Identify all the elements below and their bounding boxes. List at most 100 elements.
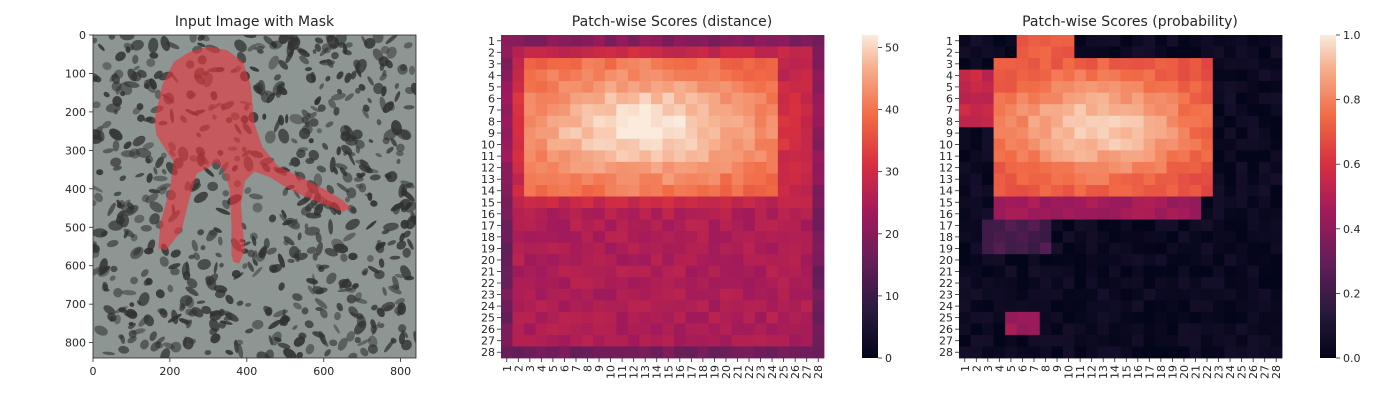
texture-spot xyxy=(148,37,159,53)
heatmap-cell xyxy=(1201,323,1214,336)
heatmap-cell xyxy=(1155,277,1168,290)
heatmap-cell xyxy=(1143,184,1156,197)
heatmap-cell xyxy=(650,46,663,59)
heatmap-cell xyxy=(512,196,525,209)
texture-spot xyxy=(376,119,382,126)
probability-row-labels: 1234567891011121314151617181920212223242… xyxy=(939,35,959,359)
heatmap-cell xyxy=(1005,104,1018,117)
heatmap-cell xyxy=(593,208,606,220)
heatmap-cell xyxy=(570,231,583,244)
heatmap-cell xyxy=(982,115,995,128)
heatmap-cell xyxy=(604,115,617,128)
heatmap-cell xyxy=(558,184,571,197)
heatmap-cell xyxy=(754,127,767,140)
heatmap-cell xyxy=(993,231,1006,244)
heatmap-cell xyxy=(982,35,995,47)
heatmap-cell xyxy=(970,81,983,94)
texture-spot xyxy=(170,267,180,276)
texture-spot xyxy=(268,55,280,70)
heatmap-cell xyxy=(1039,311,1052,324)
texture-spot xyxy=(281,209,287,219)
heatmap-cell xyxy=(1051,115,1064,128)
row-label: 19 xyxy=(481,242,495,255)
heatmap-cell xyxy=(570,208,583,220)
heatmap-cell xyxy=(558,208,571,220)
heatmap-cell xyxy=(1108,104,1121,117)
texture-spot xyxy=(185,286,199,297)
heatmap-cell xyxy=(812,208,825,220)
probability-heatmap-panel: Patch-wise Scores (probability) 12345678… xyxy=(939,14,1361,379)
heatmap-cell xyxy=(1028,346,1041,359)
texture-spot xyxy=(100,230,108,237)
heatmap-cell xyxy=(1120,334,1133,347)
heatmap-cell xyxy=(616,104,629,117)
heatmap-cell xyxy=(1155,196,1168,209)
heatmap-cell xyxy=(743,69,756,82)
heatmap-cell xyxy=(1085,35,1098,47)
heatmap-cell xyxy=(777,311,790,324)
heatmap-cell xyxy=(1085,92,1098,105)
heatmap-cell xyxy=(777,173,790,186)
heatmap-cell xyxy=(959,173,971,186)
heatmap-cell xyxy=(593,277,606,290)
heatmap-cell xyxy=(512,219,525,232)
heatmap-cell xyxy=(993,334,1006,347)
heatmap-cell xyxy=(581,150,594,163)
heatmap-cell xyxy=(1201,104,1214,117)
heatmap-cell xyxy=(1028,81,1041,94)
heatmap-cell xyxy=(1224,311,1237,324)
row-label: 18 xyxy=(939,231,953,244)
heatmap-cell xyxy=(697,323,710,336)
heatmap-cell xyxy=(1120,196,1133,209)
row-label: 7 xyxy=(946,104,953,117)
texture-spot xyxy=(130,39,144,51)
heatmap-cell xyxy=(1074,173,1087,186)
texture-spot xyxy=(165,41,180,50)
heatmap-cell xyxy=(1155,334,1168,347)
texture-spot xyxy=(237,343,244,358)
heatmap-cell xyxy=(720,69,733,82)
col-label: 23 xyxy=(755,365,768,379)
texture-spot xyxy=(268,264,278,273)
heatmap-cell xyxy=(674,311,686,324)
heatmap-cell xyxy=(731,150,744,163)
heatmap-cell xyxy=(1166,184,1179,197)
heatmap-cell xyxy=(754,231,767,244)
heatmap-cell xyxy=(777,92,790,105)
heatmap-cell xyxy=(1085,161,1098,174)
col-label: 20 xyxy=(720,365,733,379)
col-label: 23 xyxy=(1213,365,1226,379)
heatmap-cell xyxy=(1132,104,1144,117)
heatmap-cell xyxy=(627,288,640,301)
texture-spot xyxy=(107,202,116,216)
heatmap-cell xyxy=(1062,231,1075,244)
heatmap-cell xyxy=(1132,127,1144,140)
heatmap-cell xyxy=(1097,288,1110,301)
heatmap-cell xyxy=(1062,334,1075,347)
heatmap-cell xyxy=(1258,127,1271,140)
heatmap-cell xyxy=(812,46,825,59)
heatmap-cell xyxy=(970,231,983,244)
heatmap-cell xyxy=(1097,242,1110,255)
heatmap-cell xyxy=(524,242,537,255)
heatmap-cell xyxy=(1212,277,1225,290)
heatmap-cell xyxy=(627,184,640,197)
heatmap-cell xyxy=(1074,150,1087,163)
heatmap-cell xyxy=(1155,69,1168,82)
heatmap-cell xyxy=(697,346,710,359)
heatmap-cell xyxy=(720,288,733,301)
heatmap-cell xyxy=(812,300,825,313)
heatmap-cell xyxy=(1132,81,1144,94)
heatmap-cell xyxy=(959,323,971,336)
texture-spot xyxy=(109,72,118,82)
col-label: 25 xyxy=(1236,365,1249,379)
texture-spot xyxy=(316,128,322,134)
heatmap-cell xyxy=(731,196,744,209)
row-label: 17 xyxy=(939,219,953,232)
heatmap-cell xyxy=(1062,323,1075,336)
texture-spot xyxy=(306,278,319,285)
heatmap-cell xyxy=(593,104,606,117)
heatmap-cell xyxy=(593,231,606,244)
heatmap-cell xyxy=(754,208,767,220)
texture-spot xyxy=(367,97,372,104)
